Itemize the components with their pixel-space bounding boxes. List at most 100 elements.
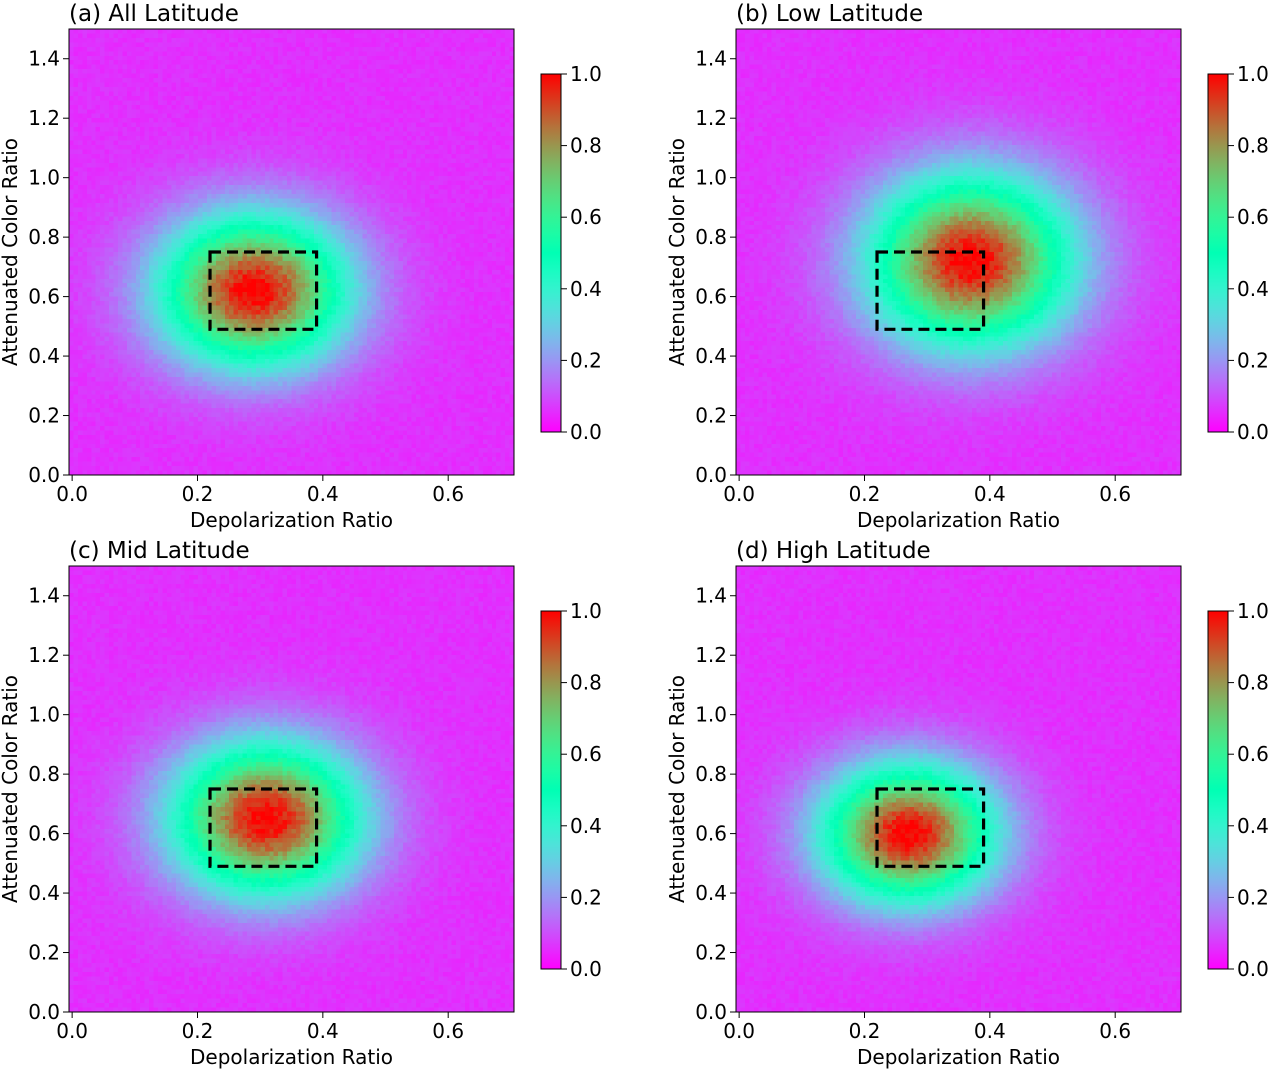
colorbar-tick-label: 1.0	[570, 62, 602, 86]
y-axis-label: Attenuated Color Ratio	[0, 138, 22, 366]
colorbar-tick-label: 0.0	[1237, 420, 1269, 444]
colorbar-tick-label: 0.2	[570, 885, 602, 909]
y-tick-label: 0.4	[28, 881, 60, 905]
colorbar-tick-label: 0.4	[570, 277, 602, 301]
colorbar	[1207, 73, 1229, 433]
x-tick-label: 0.6	[432, 482, 464, 506]
colorbar-tick-label: 0.6	[570, 742, 602, 766]
highlight-box	[875, 250, 986, 331]
x-tick-label: 0.2	[849, 482, 881, 506]
plot-frame	[68, 28, 515, 476]
y-tick-label: 0.8	[28, 762, 60, 786]
chart-title: (d) High Latitude	[736, 538, 931, 564]
colorbar-tick-label: 0.2	[1237, 885, 1269, 909]
colorbar	[540, 73, 562, 433]
colorbar-tick-label: 1.0	[570, 599, 602, 623]
chart-title: (c) Mid Latitude	[69, 538, 250, 564]
colorbar	[540, 610, 562, 970]
x-tick-label: 0.0	[56, 482, 88, 506]
highlight-box	[208, 250, 319, 331]
x-tick-label: 0.4	[307, 1019, 339, 1043]
x-axis-label: Depolarization Ratio	[857, 1045, 1060, 1069]
y-tick-label: 0.6	[695, 822, 727, 846]
colorbar-tick-label: 0.4	[570, 814, 602, 838]
colorbar-tick-label: 0.0	[570, 420, 602, 444]
x-tick-label: 0.4	[974, 482, 1006, 506]
y-tick-label: 1.4	[695, 584, 727, 608]
heatmap-raster	[736, 566, 1181, 1012]
chart-panel-b: 0.0 0.2 0.4 0.6 0.0 0.2 0.4 0.6 0.8 1.0 1.2 1.4 (b) …	[665, 1, 1269, 532]
x-tick-label: 0.0	[723, 482, 755, 506]
x-tick-label: 0.2	[182, 1019, 214, 1043]
chart-title: (b) Low Latitude	[736, 1, 923, 27]
x-tick-label: 0.6	[1099, 1019, 1131, 1043]
colorbar-tick-label: 0.8	[1237, 671, 1269, 695]
colorbar-tick-label: 1.0	[1237, 62, 1269, 86]
y-tick-label: 0.0	[28, 463, 60, 487]
x-axis-label: Depolarization Ratio	[190, 508, 393, 532]
plot-frame	[735, 28, 1182, 476]
y-axis-label: Attenuated Color Ratio	[0, 675, 22, 903]
y-tick-label: 0.2	[695, 941, 727, 965]
chart-panel-d: 0.0 0.2 0.4 0.6 0.0 0.2 0.4 0.6 0.8 1.0 1.2 1.4 (d) …	[665, 538, 1269, 1069]
y-axis-label: Attenuated Color Ratio	[665, 675, 689, 903]
y-tick-label: 0.0	[28, 1000, 60, 1024]
y-tick-label: 1.0	[695, 166, 727, 190]
colorbar-tick-label: 0.8	[570, 671, 602, 695]
y-tick-label: 0.0	[695, 1000, 727, 1024]
y-tick-label: 1.2	[695, 106, 727, 130]
heatmap-raster	[69, 566, 514, 1012]
colorbar-tick-label: 0.6	[1237, 205, 1269, 229]
highlight-box	[208, 787, 319, 868]
y-tick-label: 0.4	[28, 344, 60, 368]
colorbar-tick-label: 0.2	[1237, 348, 1269, 372]
colorbar-tick-label: 0.8	[570, 134, 602, 158]
x-tick-label: 0.4	[974, 1019, 1006, 1043]
y-tick-label: 1.4	[28, 47, 60, 71]
plot-frame	[68, 565, 515, 1013]
y-tick-label: 1.4	[695, 47, 727, 71]
colorbar	[1207, 610, 1229, 970]
y-tick-label: 1.0	[28, 703, 60, 727]
colorbar-tick-label: 0.2	[570, 348, 602, 372]
colorbar-tick-label: 0.0	[1237, 957, 1269, 981]
colorbar-tick-label: 0.4	[1237, 814, 1269, 838]
x-tick-label: 0.0	[723, 1019, 755, 1043]
y-tick-label: 0.2	[28, 404, 60, 428]
chart-title: (a) All Latitude	[69, 1, 239, 27]
x-tick-label: 0.2	[182, 482, 214, 506]
colorbar-tick-label: 0.4	[1237, 277, 1269, 301]
y-tick-label: 0.4	[695, 344, 727, 368]
y-tick-label: 0.6	[28, 285, 60, 309]
colorbar-tick-label: 0.6	[570, 205, 602, 229]
colorbar-tick-label: 1.0	[1237, 599, 1269, 623]
x-tick-label: 0.0	[56, 1019, 88, 1043]
x-tick-label: 0.4	[307, 482, 339, 506]
y-tick-label: 1.4	[28, 584, 60, 608]
plot-frame	[735, 565, 1182, 1013]
y-tick-label: 0.4	[695, 881, 727, 905]
x-tick-label: 0.6	[432, 1019, 464, 1043]
y-axis-label: Attenuated Color Ratio	[665, 138, 689, 366]
y-tick-label: 0.2	[28, 941, 60, 965]
y-tick-label: 0.2	[695, 404, 727, 428]
y-tick-label: 1.0	[695, 703, 727, 727]
y-tick-label: 1.2	[28, 106, 60, 130]
y-tick-label: 0.6	[28, 822, 60, 846]
highlight-box	[875, 787, 986, 868]
y-tick-label: 0.8	[28, 225, 60, 249]
y-tick-label: 0.8	[695, 225, 727, 249]
y-tick-label: 0.6	[695, 285, 727, 309]
colorbar-tick-label: 0.8	[1237, 134, 1269, 158]
y-tick-label: 0.8	[695, 762, 727, 786]
x-axis-label: Depolarization Ratio	[190, 1045, 393, 1069]
x-tick-label: 0.6	[1099, 482, 1131, 506]
chart-panel-c: 0.0 0.2 0.4 0.6 0.0 0.2 0.4 0.6 0.8 1.0 1.2 1.4 (c) …	[0, 538, 602, 1069]
x-tick-label: 0.2	[849, 1019, 881, 1043]
colorbar-tick-label: 0.6	[1237, 742, 1269, 766]
chart-panel-a: 0.0 0.2 0.4 0.6 0.0 0.2 0.4 0.6 0.8 1.0 1.2 1.4 (a) …	[0, 1, 602, 532]
y-tick-label: 1.0	[28, 166, 60, 190]
y-tick-label: 1.2	[28, 643, 60, 667]
y-tick-label: 1.2	[695, 643, 727, 667]
